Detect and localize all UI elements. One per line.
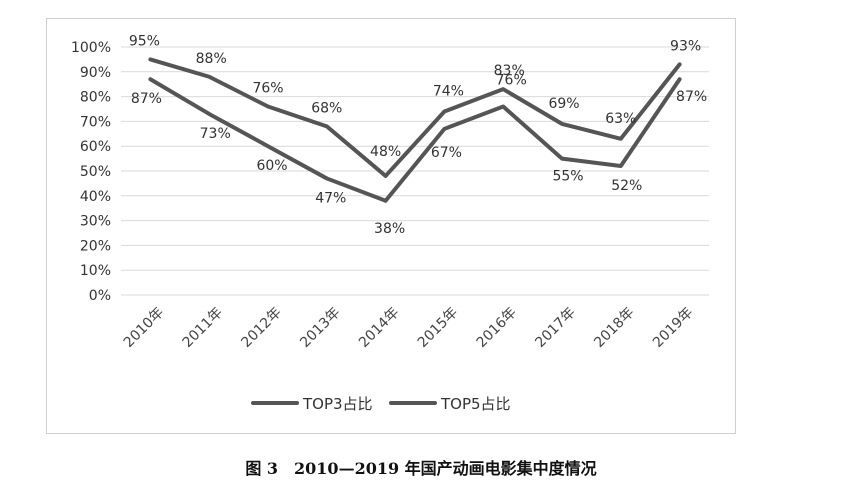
y-tick-label: 90%: [80, 65, 111, 81]
x-tick-label: 2014年: [356, 305, 402, 351]
legend-label: TOP5占比: [440, 395, 511, 413]
data-label: 69%: [548, 96, 579, 112]
series-lines: [148, 57, 682, 203]
x-tick-label: 2018年: [591, 305, 637, 351]
x-tick-label: 2017年: [532, 305, 578, 351]
chart-frame: 0% 10% 20% 30% 40% 50% 60% 70% 80% 90% 100% 2010年 2…: [46, 18, 736, 434]
y-tick-label: 70%: [80, 114, 111, 130]
y-tick-label: 20%: [80, 238, 111, 254]
data-label: 67%: [431, 145, 462, 161]
x-tick-label: 2015年: [415, 305, 461, 351]
legend-label: TOP3占比: [302, 395, 373, 413]
y-tick-label: 30%: [80, 214, 111, 230]
x-axis-ticks: 2010年 2011年 2012年 2013年 2014年 2015年 2016年 2017年…: [121, 305, 697, 351]
series-line-top5: [148, 57, 682, 178]
data-label: 87%: [676, 89, 707, 105]
data-label: 87%: [131, 91, 162, 107]
x-tick-label: 2013年: [297, 305, 343, 351]
x-tick-label: 2016年: [474, 305, 520, 351]
data-label: 83%: [494, 63, 525, 79]
data-label: 52%: [611, 178, 642, 194]
data-label: 60%: [256, 158, 287, 174]
data-label: 74%: [433, 83, 464, 99]
y-tick-label: 80%: [80, 90, 111, 106]
y-tick-label: 40%: [80, 189, 111, 205]
data-label: 93%: [670, 38, 701, 54]
data-label: 48%: [370, 144, 401, 160]
x-tick-label: 2010年: [121, 305, 167, 351]
legend: TOP3占比 TOP5占比: [251, 395, 511, 413]
data-label: 76%: [252, 81, 283, 97]
data-label: 76%: [496, 73, 527, 89]
y-tick-label: 100%: [71, 40, 111, 56]
data-label: 68%: [311, 100, 342, 116]
y-tick-label: 50%: [80, 164, 111, 180]
data-label: 73%: [200, 126, 231, 142]
data-label: 63%: [605, 111, 636, 127]
data-label: 55%: [552, 169, 583, 185]
figure-caption: 图 3 2010—2019 年国产动画电影集中度情况: [245, 459, 597, 478]
data-label: 38%: [374, 221, 405, 237]
data-label: 88%: [196, 51, 227, 67]
x-tick-label: 2012年: [238, 305, 284, 351]
y-axis-ticks: 0% 10% 20% 30% 40% 50% 60% 70% 80% 90% 100%: [71, 40, 111, 304]
series-line-top3: [148, 77, 682, 203]
data-label: 95%: [129, 33, 160, 49]
x-tick-label: 2011年: [180, 305, 226, 351]
gridlines: [121, 46, 709, 296]
line-chart: 0%10%20%30%40%50%60%70%80%90%100% 2010年 2…: [71, 33, 709, 413]
x-tick-label: 2019年: [650, 305, 696, 351]
y-tick-label: 10%: [80, 263, 111, 279]
data-labels: 87% 73% 60% 47% 38% 67% 76% 55% 52% 87% 95% 88% 76% 6…: [129, 33, 707, 236]
y-tick-label: 0%: [89, 288, 111, 304]
data-label: 47%: [315, 190, 346, 206]
y-tick-label: 60%: [80, 139, 111, 155]
